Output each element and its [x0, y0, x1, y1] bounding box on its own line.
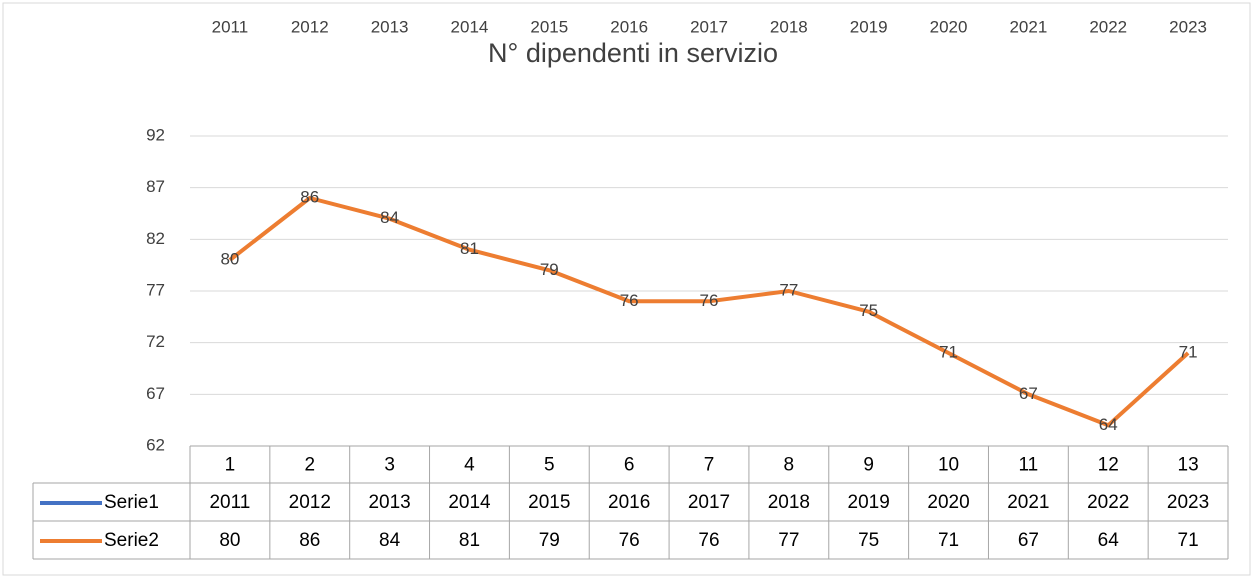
table-value: 2015: [528, 492, 570, 513]
chart-title: N° dipendenti in servizio: [488, 38, 778, 68]
y-tick-label: 87: [146, 177, 165, 196]
y-tick-label: 77: [146, 280, 165, 299]
data-label: 76: [700, 291, 719, 310]
data-label: 2019: [850, 17, 888, 36]
table-value: 2013: [368, 492, 410, 513]
x-tick-label: 10: [938, 455, 959, 476]
x-tick-label: 2: [304, 455, 315, 476]
table-value: 81: [459, 530, 480, 551]
table-value: 75: [858, 530, 879, 551]
data-label: 2015: [530, 17, 568, 36]
x-tick-label: 13: [1178, 455, 1199, 476]
table-value: 84: [379, 530, 401, 551]
table-value: 2012: [289, 492, 331, 513]
table-value: 2011: [209, 492, 250, 513]
data-label: 86: [300, 187, 319, 206]
x-tick-label: 9: [863, 455, 874, 476]
x-tick-label: 5: [544, 455, 555, 476]
x-tick-label: 1: [225, 455, 236, 476]
data-label: 80: [220, 249, 239, 268]
table-value: 64: [1098, 530, 1120, 551]
table-value: 67: [1018, 530, 1039, 551]
data-label: 71: [939, 342, 958, 361]
data-label: 2020: [930, 17, 968, 36]
data-label: 75: [859, 301, 878, 320]
data-label: 81: [460, 239, 479, 258]
y-tick-label: 62: [146, 435, 165, 454]
table-value: 76: [619, 530, 640, 551]
table-value: 71: [938, 530, 959, 551]
legend-label: Serie2: [104, 530, 159, 551]
table-value: 2022: [1087, 492, 1129, 513]
x-tick-label: 7: [704, 455, 715, 476]
table-value: 2021: [1007, 492, 1049, 513]
x-tick-label: 6: [624, 455, 635, 476]
y-tick-label: 92: [146, 125, 165, 144]
data-label: 2017: [690, 17, 728, 36]
data-label: 2021: [1009, 17, 1047, 36]
table-value: 2017: [688, 492, 730, 513]
y-tick-label: 67: [146, 384, 165, 403]
table-value: 2014: [448, 492, 491, 513]
y-tick-label: 82: [146, 229, 165, 248]
x-tick-label: 11: [1019, 455, 1039, 476]
data-label: 2022: [1089, 17, 1127, 36]
table-value: 80: [219, 530, 240, 551]
x-tick-label: 4: [464, 455, 475, 476]
data-label: 71: [1179, 342, 1198, 361]
data-label: 2023: [1169, 17, 1207, 36]
x-tick-label: 12: [1098, 455, 1119, 476]
table-value: 2019: [848, 492, 890, 513]
legend-label: Serie1: [104, 492, 159, 513]
table-value: 76: [698, 530, 719, 551]
data-label: 67: [1019, 384, 1038, 403]
table-value: 2020: [927, 492, 969, 513]
table-value: 79: [539, 530, 560, 551]
data-label: 64: [1099, 415, 1118, 434]
table-value: 71: [1178, 530, 1199, 551]
data-label: 79: [540, 260, 559, 279]
table-value: 2016: [608, 492, 650, 513]
data-label: 2014: [451, 17, 489, 36]
table-value: 2018: [768, 492, 810, 513]
y-tick-label: 72: [146, 332, 165, 351]
data-label: 2012: [291, 17, 329, 36]
data-label: 77: [779, 280, 798, 299]
series-line: [228, 196, 1190, 428]
data-label: 2013: [371, 17, 409, 36]
table-value: 77: [778, 530, 799, 551]
data-label: 2011: [212, 17, 249, 36]
data-label: 2016: [610, 17, 648, 36]
x-tick-label: 8: [784, 455, 795, 476]
table-value: 2023: [1167, 492, 1209, 513]
x-tick-label: 3: [384, 455, 395, 476]
table-value: 86: [299, 530, 320, 551]
data-label: 2018: [770, 17, 808, 36]
data-label: 84: [380, 208, 399, 227]
data-label: 76: [620, 291, 639, 310]
